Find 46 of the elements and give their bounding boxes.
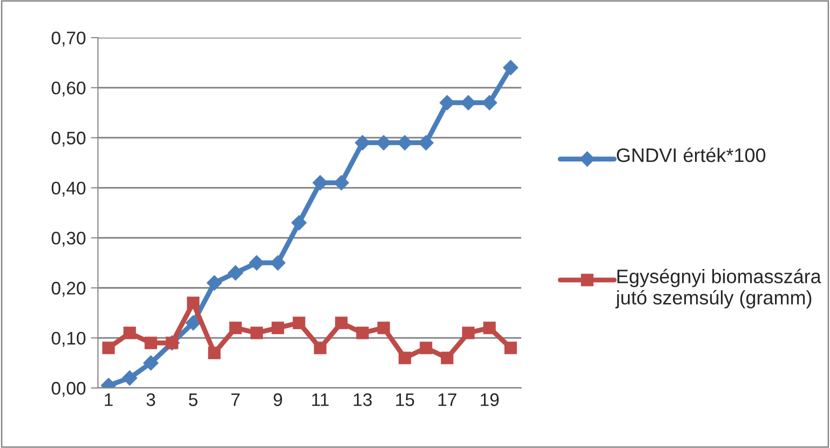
point xyxy=(185,315,202,331)
x-tick-label: 7 xyxy=(231,393,240,406)
x-tick-label: 19 xyxy=(480,393,499,406)
point xyxy=(504,342,517,354)
point xyxy=(229,322,242,334)
point xyxy=(292,316,306,330)
point xyxy=(377,322,390,334)
point xyxy=(420,342,432,354)
point xyxy=(356,326,369,340)
point xyxy=(206,275,222,291)
x-tick-label: 3 xyxy=(146,393,156,406)
y-tick-label: 0,70 xyxy=(52,32,86,46)
y-tick-label: 0,00 xyxy=(52,382,86,397)
y-tick-label: 0,40 xyxy=(52,182,86,197)
point xyxy=(462,326,475,340)
point xyxy=(186,296,200,310)
point xyxy=(272,322,284,334)
point xyxy=(398,352,412,364)
point xyxy=(291,214,307,231)
point xyxy=(502,60,519,76)
x-tick-label: 15 xyxy=(396,393,414,406)
point xyxy=(335,316,348,330)
x-tick-label: 13 xyxy=(354,393,372,406)
point xyxy=(102,342,115,354)
point xyxy=(483,322,496,334)
point xyxy=(144,336,158,350)
point xyxy=(228,265,244,281)
y-tick-label: 0,50 xyxy=(52,132,86,147)
point xyxy=(250,326,263,340)
point xyxy=(123,326,136,340)
point xyxy=(314,342,326,354)
legend-label: Egységnyi biomasszára jutó szemsúly (gramm) xyxy=(615,268,822,308)
point xyxy=(208,346,221,360)
y-tick-label: 0,60 xyxy=(52,82,86,97)
x-tick-label: 1 xyxy=(104,393,113,406)
y-tick-label: 0,20 xyxy=(52,282,86,297)
x-tick-label: 9 xyxy=(274,393,282,406)
x-tick-label: 11 xyxy=(312,393,329,406)
x-tick-label: 17 xyxy=(438,393,456,406)
legend-label: GNDVI érték*100 xyxy=(616,148,766,162)
x-tick-label: 5 xyxy=(188,393,198,406)
point xyxy=(440,352,454,364)
point xyxy=(142,355,159,371)
y-tick-label: 0,30 xyxy=(52,232,86,247)
point xyxy=(122,370,138,386)
y-tick-label: 0,10 xyxy=(52,332,86,347)
